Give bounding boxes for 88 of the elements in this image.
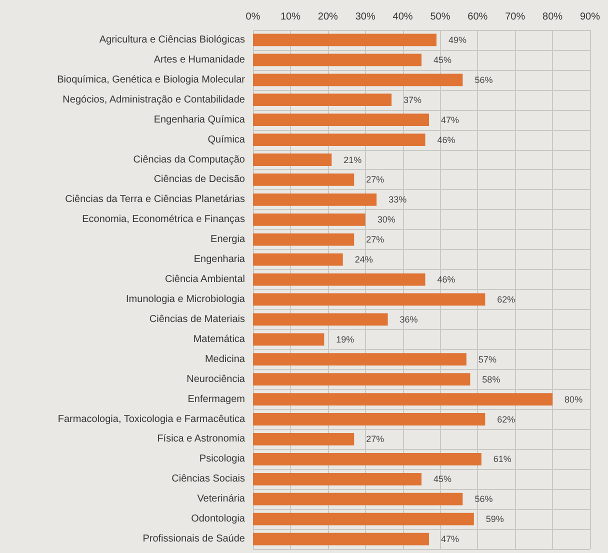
bar [253, 213, 366, 226]
y-tick-label: Imunologia e Microbiologia [126, 294, 246, 305]
data-label: 37% [404, 94, 422, 105]
bar [253, 512, 474, 526]
data-label: 45% [434, 54, 452, 65]
data-label: 61% [493, 454, 512, 464]
data-label: 46% [437, 274, 456, 285]
data-label: 46% [437, 134, 456, 145]
x-tick-label: 90% [580, 12, 600, 22]
y-tick-label: Agricultura e Ciências Biológicas [99, 34, 245, 46]
bar [253, 393, 553, 406]
bar [253, 273, 426, 286]
bar [253, 353, 466, 366]
data-label: 30% [377, 214, 396, 225]
data-label: 33% [388, 194, 407, 205]
bar [253, 134, 426, 146]
y-tick-label: Artes e Humanidade [154, 54, 246, 66]
bar [253, 154, 332, 166]
x-tick-label: 0% [246, 12, 260, 22]
bar [253, 253, 343, 266]
bar [253, 333, 324, 346]
data-label: 59% [486, 514, 504, 524]
y-tick-label: Ciências da Terra e Ciências Planetárias [65, 194, 245, 206]
y-tick-label: Ciências de Materiais [149, 314, 245, 325]
bar [253, 433, 354, 446]
bar [253, 472, 422, 486]
data-label: 80% [564, 394, 583, 404]
bar [253, 532, 429, 546]
bar [253, 313, 388, 326]
y-tick-label: Engenharia [194, 254, 246, 266]
data-label: 27% [366, 174, 384, 185]
data-label: 45% [434, 474, 452, 484]
y-tick-label: Medicina [204, 354, 246, 365]
bar [253, 233, 354, 246]
data-label: 57% [478, 354, 496, 364]
y-tick-label: Ciência Ambiental [164, 274, 245, 286]
y-tick-label: Química [208, 134, 246, 146]
data-label: 49% [448, 34, 466, 45]
bar [253, 74, 463, 86]
y-tick-label: Economia, Econométrica e Finanças [82, 214, 245, 226]
bar [253, 54, 422, 66]
x-tick-label: 30% [355, 12, 376, 22]
y-tick-label: Veterinária [197, 494, 246, 505]
data-label: 58% [482, 374, 500, 384]
y-tick-label: Energia [210, 234, 246, 246]
x-tick-label: 10% [280, 12, 301, 22]
bar [253, 452, 482, 466]
bar [253, 193, 377, 206]
bar [253, 293, 486, 306]
bar [253, 492, 463, 506]
y-tick-label: Negócios, Administração e Contabilidade [62, 94, 246, 106]
bar [253, 373, 470, 386]
x-tick-label: 50% [430, 12, 450, 22]
y-tick-label: Profissionais de Saúde [142, 534, 246, 545]
y-tick-label: Ciências da Computação [133, 154, 246, 166]
y-tick-label: Ciências Sociais [172, 474, 245, 485]
bar [253, 174, 354, 186]
y-tick-label: Farmacologia, Toxicologia e Farmacêutica [58, 414, 246, 425]
data-label: 62% [497, 414, 516, 424]
data-label: 56% [474, 494, 493, 504]
x-tick-label: 20% [318, 12, 338, 22]
bar [253, 114, 429, 126]
bar [253, 94, 392, 106]
y-tick-label: Engenharia Química [154, 114, 246, 126]
y-tick-label: Enfermagem [188, 394, 245, 405]
data-label: 27% [366, 434, 384, 444]
data-label: 21% [344, 154, 362, 165]
y-tick-label: Matemática [193, 334, 246, 345]
y-tick-label: Psicologia [199, 454, 246, 465]
data-label: 27% [366, 234, 384, 245]
y-tick-label: Física e Astronomia [157, 434, 246, 445]
bar [253, 413, 486, 426]
data-label: 19% [336, 334, 354, 344]
data-label: 24% [354, 254, 373, 265]
data-label: 36% [400, 314, 418, 324]
y-tick-label: Neurociência [186, 374, 246, 385]
y-tick-label: Odontologia [191, 514, 246, 525]
x-tick-label: 40% [392, 12, 413, 22]
x-tick-label: 80% [542, 12, 563, 22]
y-tick-label: Ciências de Decisão [154, 174, 246, 186]
x-tick-label: 70% [505, 12, 526, 22]
x-tick-label: 60% [468, 12, 488, 22]
bar [253, 34, 436, 46]
data-label: 47% [440, 534, 460, 544]
y-tick-label: Bioquímica, Genética e Biologia Molecular [57, 74, 246, 86]
data-label: 47% [440, 114, 460, 125]
data-label: 62% [497, 294, 516, 304]
data-label: 56% [474, 74, 493, 85]
